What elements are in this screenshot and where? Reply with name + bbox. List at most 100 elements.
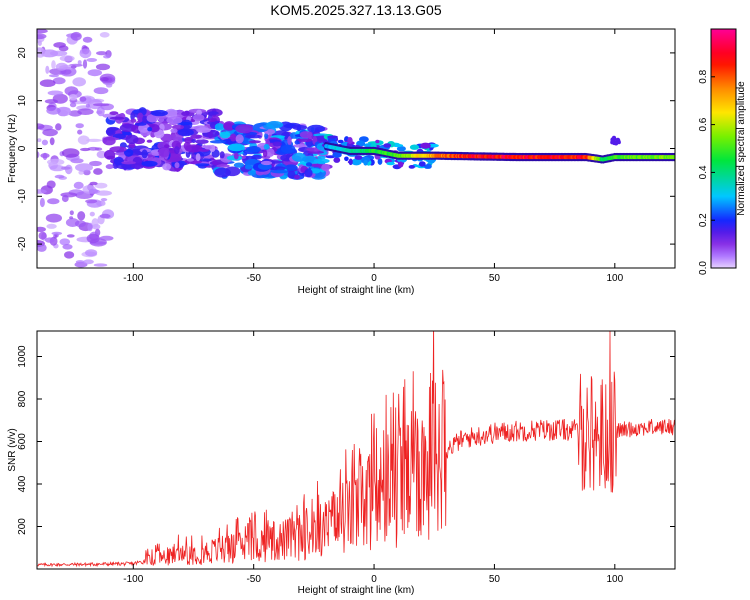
spectrogram-cell <box>204 145 212 150</box>
spectrogram-cell <box>49 50 68 57</box>
spectrogram-cell <box>52 77 66 85</box>
colorbar-tick-label: 0.8 <box>698 69 709 83</box>
spectrogram-cell <box>82 36 93 43</box>
spectrogram-cell <box>142 115 148 124</box>
spectrogram-cell <box>113 156 124 166</box>
spectrogram-cell <box>177 128 194 137</box>
spectrogram-cell <box>96 150 107 159</box>
spectrogram-cell <box>59 238 71 246</box>
spectrogram-cell <box>166 116 183 125</box>
spectrogram-cell <box>190 134 203 139</box>
spectrogram-cell <box>86 138 102 142</box>
spectrogram-cell <box>141 160 158 167</box>
spectrogram-cell <box>61 194 69 203</box>
spectrogram-cell <box>49 74 59 78</box>
spectrogram-cell <box>121 161 136 165</box>
spectrogram-cell <box>223 121 236 131</box>
x-tick-label: 100 <box>606 273 623 284</box>
spectrogram-cell <box>46 106 61 115</box>
spectrogram-cell <box>233 162 245 168</box>
spectrogram-cell <box>383 143 392 148</box>
spectrogram-cell <box>73 181 84 189</box>
spectrogram-cell <box>69 102 77 108</box>
spectrogram-cell <box>264 132 269 140</box>
x-tick-label: 50 <box>489 273 501 284</box>
spectrogram-cell <box>89 181 98 186</box>
spectrogram-cell <box>134 122 147 126</box>
spectrogram-cell <box>294 140 300 145</box>
spectrogram-cell <box>270 169 289 174</box>
spectrogram-cell <box>54 174 65 179</box>
spectrogram-cell <box>610 139 615 144</box>
spectrogram-cell <box>37 47 44 51</box>
spectrogram-cell <box>280 144 296 154</box>
spectrogram-x-axis-label: Height of straight line (km) <box>298 285 415 296</box>
spectrogram-cell <box>291 152 307 162</box>
spectrogram-cell <box>77 211 86 221</box>
x-tick-label: -100 <box>123 273 143 284</box>
spectrogram-cell <box>77 135 90 145</box>
spectrogram-cell <box>164 108 178 119</box>
spectrogram-cell <box>49 137 55 146</box>
colorbar-tick-label: 0.2 <box>698 213 709 227</box>
spectrogram-cell <box>82 59 88 69</box>
spectrogram-cell <box>70 65 77 69</box>
spectrogram-cell <box>196 127 211 133</box>
spectrogram-cell <box>89 160 102 167</box>
spectrogram-cell <box>66 234 75 238</box>
spectrogram-cell <box>207 111 219 115</box>
spectrogram-cell <box>75 260 85 264</box>
spectrogram-cell <box>59 55 75 62</box>
x-tick-label: 100 <box>606 574 623 585</box>
spectrogram-cells <box>37 29 675 268</box>
spectrogram-cell <box>74 220 86 228</box>
spectrogram-cell <box>105 83 113 88</box>
snr-series <box>37 331 675 568</box>
spectrogram-cell <box>227 143 245 152</box>
spectrogram-cell <box>109 116 125 120</box>
spectrogram-cell <box>348 158 353 166</box>
spectrogram-cell <box>233 152 239 160</box>
spectrogram-cell <box>89 211 95 217</box>
spectrogram-cell <box>105 127 116 136</box>
spectrogram-cell <box>96 51 108 56</box>
y-tick-label: -10 <box>17 189 28 204</box>
spectrogram-cell <box>337 139 344 144</box>
spectrogram-cell <box>313 158 330 164</box>
spectrogram-cell <box>287 170 296 179</box>
spectrogram-cell <box>214 167 231 178</box>
spectrogram-cell <box>147 127 153 132</box>
spectrogram-cell <box>377 158 383 165</box>
y-tick-label: 400 <box>17 475 28 492</box>
spectrogram-cell <box>64 251 75 259</box>
spectrogram-cell <box>124 148 134 157</box>
spectrogram-cell <box>100 77 109 82</box>
y-tick-label: 20 <box>17 47 28 59</box>
spectrogram-cell <box>45 65 50 74</box>
spectrogram-cell <box>39 79 56 87</box>
spectrogram-cell <box>62 244 73 250</box>
spectrogram-cell <box>409 144 420 150</box>
spectrogram-cell <box>93 103 110 107</box>
spectrogram-cell <box>85 199 98 204</box>
spectrogram-cell <box>103 54 111 59</box>
x-tick-label: -100 <box>123 574 143 585</box>
x-tick-label: 0 <box>371 273 377 284</box>
spectrogram-cell <box>72 77 86 87</box>
spectrogram-cell <box>37 138 42 143</box>
spectrogram-cell <box>42 128 58 137</box>
spectrogram-cell <box>321 163 330 171</box>
spectrogram-cell <box>235 124 254 134</box>
spectrogram-cell <box>284 164 298 171</box>
spectrogram-cell <box>356 140 366 147</box>
spectrogram-cell <box>151 151 161 156</box>
spectrogram-cell <box>146 139 153 143</box>
spectrogram-cell <box>46 223 57 229</box>
spectrogram-cell <box>177 121 193 126</box>
spectrogram-cell <box>94 147 103 151</box>
spectrogram-cell <box>64 86 79 96</box>
y-tick-label: 200 <box>17 518 28 535</box>
spectrogram-cell <box>93 168 103 175</box>
spectrogram-cell <box>109 146 127 153</box>
